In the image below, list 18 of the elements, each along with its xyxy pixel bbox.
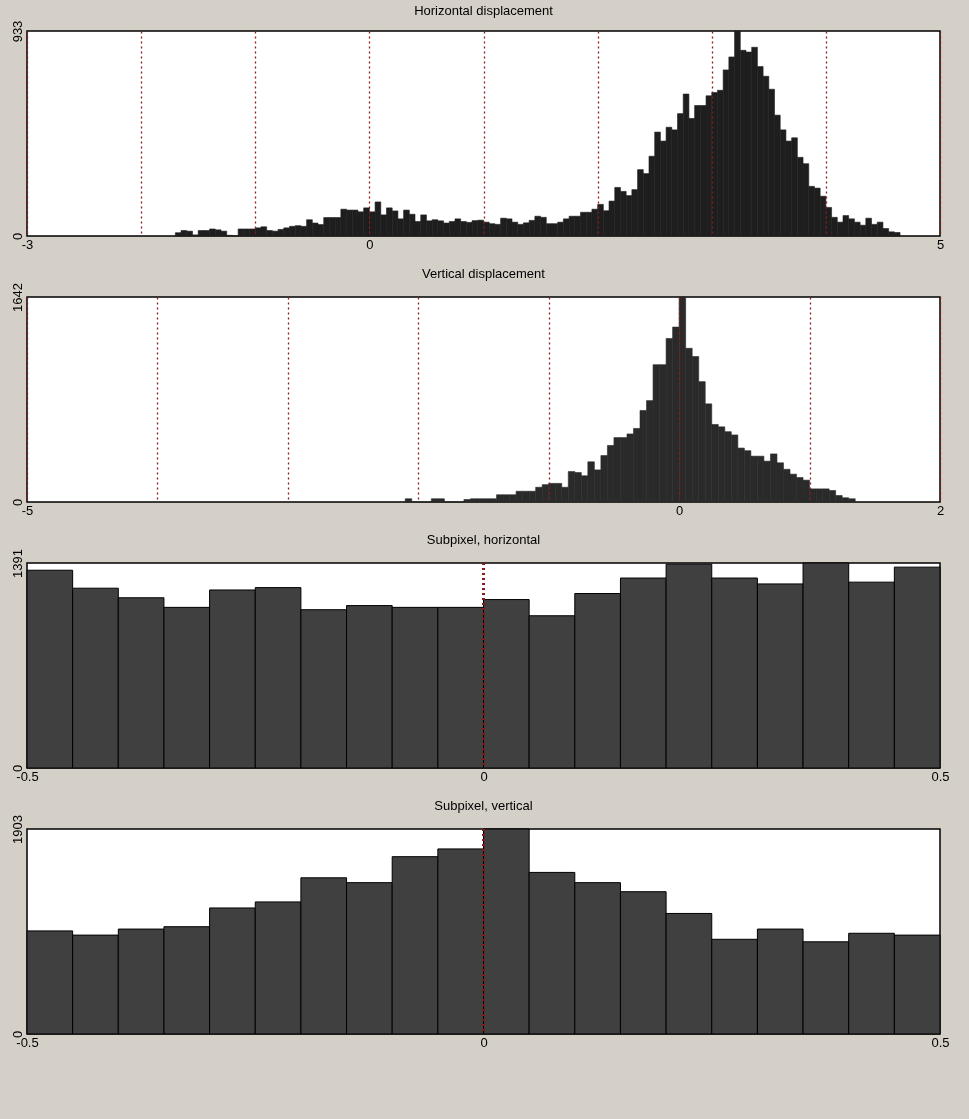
chart-title: Horizontal displacement (414, 3, 554, 19)
x-tick-label: 0 (366, 236, 374, 252)
x-tick-label: 0.5 (931, 1034, 950, 1050)
y-tick-label: 1391 (9, 549, 25, 578)
x-tick-label: 0 (480, 768, 488, 784)
x-tick-label: 2 (936, 502, 945, 518)
chart-title: Subpixel, horizontal (426, 531, 541, 547)
y-tick-label: 1642 (9, 283, 25, 312)
x-tick-label: 0.5 (931, 768, 950, 784)
x-tick-label: 5 (936, 236, 945, 252)
chart-title: Subpixel, vertical (434, 797, 533, 813)
y-tick-label: 933 (9, 20, 25, 43)
y-tick-label: 1903 (9, 815, 25, 844)
x-tick-label: 0 (480, 1034, 488, 1050)
chart-title: Vertical displacement (422, 265, 546, 281)
x-tick-label: 0 (676, 502, 684, 518)
x-tick-label: -5 (21, 502, 34, 518)
x-tick-label: -3 (21, 236, 34, 252)
